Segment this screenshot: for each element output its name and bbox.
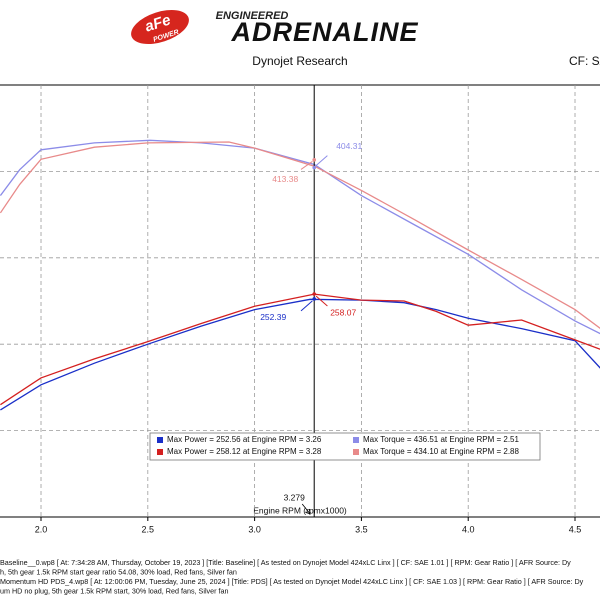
cursor-arrow: [301, 503, 311, 515]
legend-label: Max Torque = 436.51 at Engine RPM = 2.51: [363, 435, 520, 444]
legend-label: Max Torque = 434.10 at Engine RPM = 2.88: [363, 447, 520, 456]
series-line: [0, 298, 600, 411]
footer-line: um HD no plug, 5th gear 1.5k RPM start, …: [0, 586, 229, 595]
annotation: 413.38: [272, 174, 298, 184]
cursor-label: 3.279: [284, 492, 306, 502]
legend-swatch: [353, 437, 359, 443]
annotation: 404.31: [336, 141, 362, 151]
annotation-arrow: [300, 300, 313, 312]
annotation-arrow: [300, 161, 313, 170]
annotation-point: [312, 158, 317, 162]
annotation-arrow: [315, 155, 328, 167]
logo-badge: [131, 9, 189, 45]
series-line: [0, 141, 600, 329]
x-tick-label: 3.0: [248, 524, 261, 534]
series-line: [0, 139, 600, 335]
x-tick-label: 4.5: [569, 524, 582, 534]
plot-area: [0, 139, 600, 411]
x-axis-label: Engine RPM (rpmx1000): [253, 505, 347, 515]
logo-tagline: ENGINEERED: [216, 10, 289, 22]
legend-label: Max Power = 252.56 at Engine RPM = 3.26: [167, 435, 322, 444]
logo: aFe POWER ENGINEERED ADRENALINE: [131, 9, 418, 47]
chart-subtitle: CF: SA: [569, 54, 600, 68]
legend-label: Max Power = 258.12 at Engine RPM = 3.28: [167, 447, 322, 456]
annotation-arrow: [315, 295, 328, 307]
legend-swatch: [157, 437, 163, 443]
legend-swatch: [353, 449, 359, 455]
series-line: [0, 293, 600, 406]
legend-swatch: [157, 449, 163, 455]
logo-brand: ADRENALINE: [230, 17, 418, 47]
x-tick-label: 4.0: [462, 524, 475, 534]
footer: Baseline__0.wp8 [ At: 7:34:28 AM, Thursd…: [0, 558, 584, 596]
footer-line: Momentum HD PDS_4.wp8 [ At: 12:00:06 PM,…: [0, 577, 584, 586]
annotation: 252.39: [260, 312, 286, 322]
annotation-point: [312, 297, 317, 301]
annotation-point: [312, 165, 317, 170]
x-tick-label: 2.0: [35, 524, 48, 534]
chart-title: Dynojet Research: [252, 54, 347, 68]
x-tick-label: 3.5: [355, 524, 368, 534]
annotation: 258.07: [330, 307, 356, 317]
footer-line: h, 5th gear 1.5k RPM start gear ratio 54…: [0, 567, 237, 576]
footer-line: Baseline__0.wp8 [ At: 7:34:28 AM, Thursd…: [0, 558, 571, 567]
x-tick-label: 2.5: [142, 524, 155, 534]
annotation-point: [312, 292, 317, 296]
legend-box: [149, 432, 541, 461]
